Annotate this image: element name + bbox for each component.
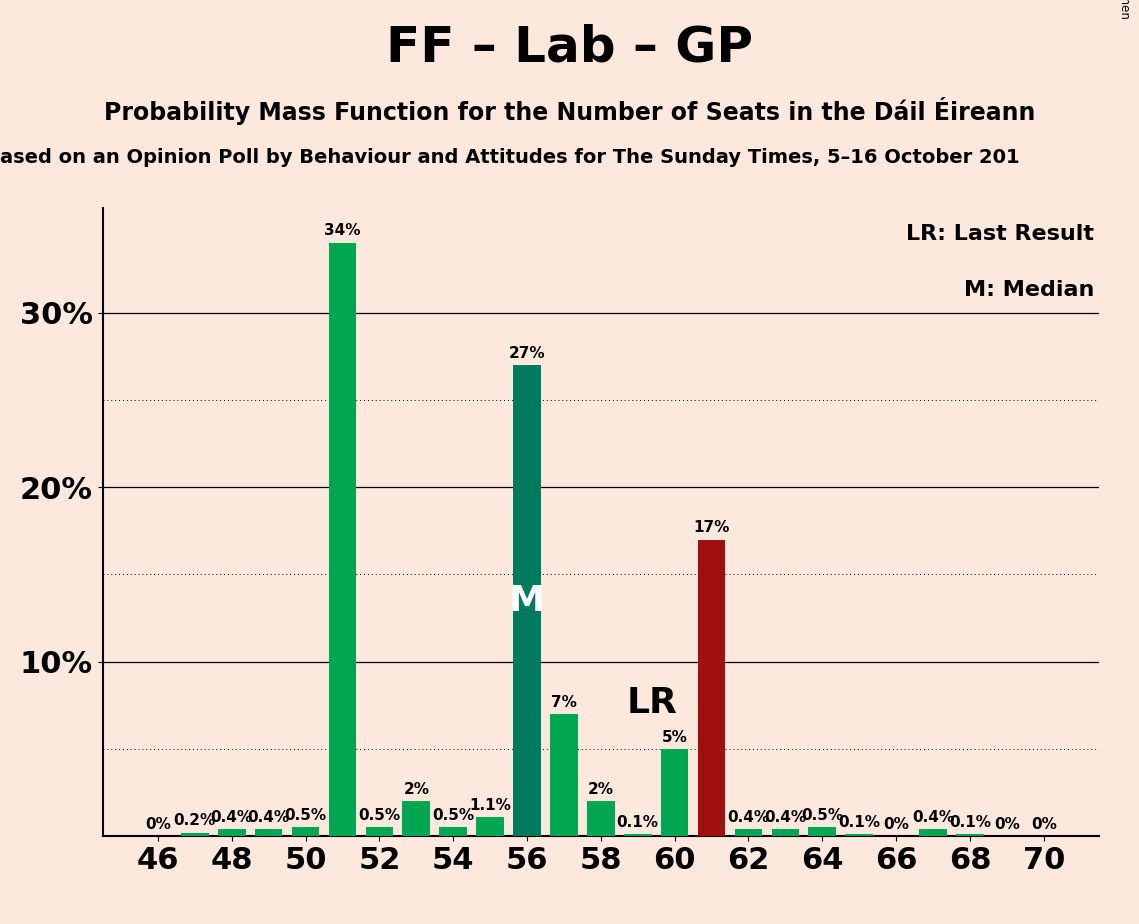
Text: 1.1%: 1.1% — [469, 797, 511, 813]
Text: 0.4%: 0.4% — [247, 809, 289, 825]
Text: 34%: 34% — [325, 224, 361, 238]
Bar — [328, 243, 357, 836]
Bar — [771, 829, 800, 836]
Bar — [181, 833, 208, 836]
Bar — [956, 834, 984, 836]
Text: 0%: 0% — [994, 817, 1019, 832]
Bar — [292, 828, 319, 836]
Bar — [735, 829, 762, 836]
Text: 17%: 17% — [694, 520, 730, 535]
Bar — [550, 714, 577, 836]
Text: 0.5%: 0.5% — [359, 808, 401, 823]
Text: 0%: 0% — [883, 817, 909, 832]
Text: 0.5%: 0.5% — [285, 808, 327, 823]
Text: 0.1%: 0.1% — [838, 815, 880, 830]
Bar — [366, 828, 393, 836]
Bar — [440, 828, 467, 836]
Text: LR: Last Result: LR: Last Result — [907, 224, 1095, 244]
Text: 0.4%: 0.4% — [912, 809, 954, 825]
Text: 27%: 27% — [509, 346, 546, 360]
Bar — [218, 829, 246, 836]
Text: FF – Lab – GP: FF – Lab – GP — [386, 23, 753, 71]
Text: 0.4%: 0.4% — [211, 809, 253, 825]
Text: © 2020 Filip van Laenen: © 2020 Filip van Laenen — [1118, 0, 1131, 18]
Text: 0.1%: 0.1% — [616, 815, 658, 830]
Text: 2%: 2% — [403, 782, 429, 796]
Bar — [476, 817, 503, 836]
Text: 0%: 0% — [1031, 817, 1057, 832]
Text: M: Median: M: Median — [964, 280, 1095, 300]
Bar — [587, 801, 615, 836]
Text: 0.5%: 0.5% — [801, 808, 843, 823]
Text: 5%: 5% — [662, 730, 688, 745]
Text: 0.4%: 0.4% — [764, 809, 806, 825]
Text: 0.2%: 0.2% — [173, 813, 216, 829]
Bar — [514, 365, 541, 836]
Text: 0.4%: 0.4% — [728, 809, 770, 825]
Bar — [845, 834, 874, 836]
Text: 7%: 7% — [551, 695, 576, 710]
Bar — [255, 829, 282, 836]
Bar — [624, 834, 652, 836]
Bar — [661, 749, 688, 836]
Bar — [919, 829, 947, 836]
Text: Probability Mass Function for the Number of Seats in the Dáil Éireann: Probability Mass Function for the Number… — [104, 97, 1035, 125]
Bar — [809, 828, 836, 836]
Bar — [698, 540, 726, 836]
Text: M: M — [509, 584, 544, 617]
Text: LR: LR — [628, 686, 678, 720]
Text: 0.5%: 0.5% — [432, 808, 474, 823]
Text: 0.1%: 0.1% — [949, 815, 991, 830]
Text: 2%: 2% — [588, 782, 614, 796]
Bar — [402, 801, 431, 836]
Text: ased on an Opinion Poll by Behaviour and Attitudes for The Sunday Times, 5–16 Oc: ased on an Opinion Poll by Behaviour and… — [0, 148, 1019, 167]
Text: 0%: 0% — [145, 817, 171, 832]
